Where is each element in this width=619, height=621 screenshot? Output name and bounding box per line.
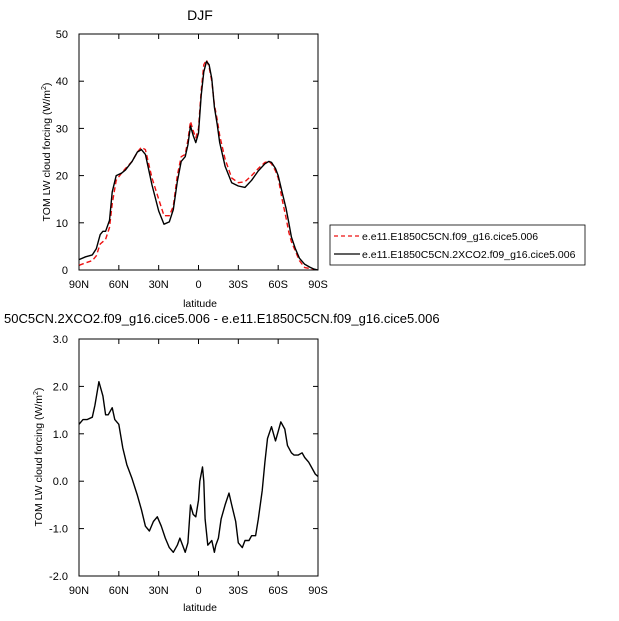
top-x-tick-label: 90N [69,279,89,291]
top-y-tick-label: 50 [56,29,68,41]
bottom-x-tick-label: 60S [268,585,288,597]
top-chart-title: DJF [187,7,213,23]
bottom-x-tick-label: 30N [149,585,169,597]
legend-label-control: e.e11.E1850C5CN.f09_g16.cice5.006 [362,231,538,243]
top-x-tick-label: 0 [195,279,201,291]
top-x-tick-label: 30N [149,279,169,291]
top-y-tick-label: 20 [56,171,68,183]
top-y-tick-label: 10 [56,218,68,230]
bottom-y-axis-label-sup: 2 [33,391,40,395]
top-x-tick-label: 60S [268,279,288,291]
top-x-tick-label: 30S [229,279,249,291]
bottom-x-tick-label: 0 [195,585,201,597]
bottom-x-tick-label: 90N [69,585,89,597]
bottom-y-axis-label: TOM LW cloud forcing (W/m2) [33,388,45,527]
bottom-y-tick-label: 2.0 [53,381,68,393]
top-series-line-0 [78,59,319,271]
top-chart: DJF 90N 60N 30N 0 30S 60S 90S 0 10 20 30 40 50 latit… [41,7,328,310]
top-y-axis-label-sup: 2 [41,86,48,90]
top-y-tick-label: 30 [56,123,68,135]
bottom-x-tick-label: 60N [109,585,129,597]
top-y-tick-label: 0 [62,265,68,277]
bottom-y-tick-label: 3.0 [53,334,68,346]
bottom-x-tick-label: 90S [308,585,328,597]
bottom-y-tick-label: 0.0 [53,476,68,488]
bottom-chart-title: 50C5CN.2XCO2.f09_g16.cice5.006 - e.e11.E… [4,311,440,326]
top-x-tick-label: 90S [308,279,328,291]
top-y-axis-label: TOM LW cloud forcing (W/m2) [41,83,53,222]
bottom-plot-frame [78,338,319,577]
top-y-tick-label: 40 [56,76,68,88]
legend-box [329,224,586,266]
top-y-axis-label-main: TOM LW cloud forcing (W/m [41,90,53,222]
bottom-chart: 50C5CN.2XCO2.f09_g16.cice5.006 - e.e11.E… [4,311,440,614]
bottom-y-tick-label: -2.0 [49,571,68,583]
bottom-x-axis-label: latitude [183,602,217,614]
top-plot-frame [78,33,319,271]
bottom-y-tick-label: -1.0 [49,524,68,536]
legend: e.e11.E1850C5CN.f09_g16.cice5.006 e.e11.… [329,224,586,266]
top-series-line-1 [78,60,319,271]
bottom-y-tick-label: 1.0 [53,429,68,441]
top-x-tick-label: 60N [109,279,129,291]
bottom-y-axis-label-close: ) [33,388,45,392]
bottom-y-axis-label-main: TOM LW cloud forcing (W/m [33,395,45,527]
top-y-axis-label-close: ) [41,83,53,87]
bottom-series-line-0 [78,381,319,553]
bottom-x-tick-label: 30S [229,585,249,597]
top-x-axis-label: latitude [183,298,217,310]
legend-label-2xco2: e.e11.E1850C5CN.2XCO2.f09_g16.cice5.006 [362,249,576,261]
